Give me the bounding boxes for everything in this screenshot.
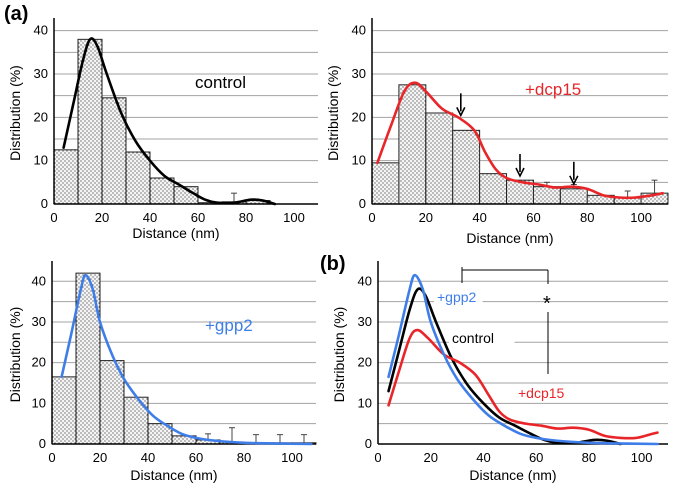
- x-tick-label: 80: [237, 450, 251, 465]
- x-tick-label: 80: [582, 450, 596, 465]
- x-axis-title: Distance (nm): [130, 467, 217, 483]
- fit-curve: [60, 273, 313, 446]
- x-tick-label: 40: [472, 210, 486, 225]
- y-tick-label: 20: [352, 109, 366, 124]
- panel-label-b: (b): [320, 253, 346, 275]
- x-tick-label: 0: [50, 210, 57, 225]
- x-tick-label: 100: [631, 450, 653, 465]
- y-axis-title: Distribution (%): [7, 307, 23, 403]
- x-axis-title: Distance (nm): [469, 467, 556, 483]
- histogram-bar: [452, 129, 481, 205]
- histogram-bar: [425, 112, 454, 205]
- x-tick-label: 0: [368, 210, 375, 225]
- x-tick-label: 60: [191, 210, 205, 225]
- y-tick-label: 40: [358, 273, 372, 288]
- x-tick-label: 100: [283, 210, 305, 225]
- series-label: +gpp2: [205, 316, 253, 335]
- x-tick-label: 0: [374, 450, 381, 465]
- series-label: +dcp15: [525, 80, 581, 99]
- histogram-bar: [559, 188, 588, 205]
- y-tick-label: 20: [32, 355, 46, 370]
- x-tick-label: 20: [95, 210, 109, 225]
- y-tick-label: 10: [352, 153, 366, 168]
- y-tick-label: 0: [359, 196, 366, 211]
- y-tick-label: 40: [34, 23, 48, 38]
- y-tick-label: 0: [365, 436, 372, 451]
- histogram-bar: [398, 84, 427, 205]
- significance-bracket: [461, 267, 549, 374]
- arrow-head: [515, 167, 525, 178]
- series-label-background: [449, 329, 515, 347]
- histogram-bar: [123, 396, 149, 445]
- chart-comparison: 0 10 20 30 40 0 20 40 60 80 100 Distance (nm) Distri…: [331, 261, 668, 483]
- y-tick-label: 20: [34, 109, 48, 124]
- x-tick-label: 80: [239, 210, 253, 225]
- y-tick-label: 0: [41, 196, 48, 211]
- x-tick-label: 60: [529, 450, 543, 465]
- y-tick-label: 30: [32, 314, 46, 329]
- histogram-bar: [125, 151, 151, 205]
- y-axis-title: Distribution (%): [7, 65, 23, 161]
- x-tick-label: 100: [630, 210, 652, 225]
- y-axis-title: Distribution (%): [331, 307, 347, 403]
- series-label: +dcp15: [518, 385, 565, 401]
- fit-curve: [376, 81, 664, 200]
- y-tick-label: 30: [34, 66, 48, 81]
- histogram-bar: [53, 149, 79, 205]
- x-axis-title: Distance (nm): [132, 225, 219, 241]
- y-tick-label: 10: [358, 395, 372, 410]
- x-tick-label: 20: [419, 210, 433, 225]
- y-tick-label: 40: [32, 273, 46, 288]
- y-axis-title: Distribution (%): [325, 65, 341, 161]
- y-tick-label: 30: [352, 66, 366, 81]
- series-label: +gpp2: [437, 289, 477, 305]
- panel-label-a: (a): [4, 3, 28, 25]
- series-line: [387, 287, 622, 446]
- series-label-background: [515, 384, 572, 402]
- y-tick-label: 20: [358, 355, 372, 370]
- chart-control: 0 10 20 30 40 0 20 40 60 80 100 Distance (nm) Distri…: [7, 18, 318, 241]
- x-tick-label: 60: [526, 210, 540, 225]
- x-tick-label: 100: [281, 450, 303, 465]
- x-tick-label: 20: [423, 450, 437, 465]
- y-tick-label: 40: [352, 23, 366, 38]
- x-tick-label: 80: [580, 210, 594, 225]
- y-tick-label: 30: [358, 314, 372, 329]
- chart-dcp15: 0 10 20 30 40 0 20 40 60 80 100 Distance (nm) Distri…: [325, 18, 669, 246]
- chart-gpp2: 0 10 20 30 40 0 20 40 60 80 100 Distance (nm) Distri…: [7, 261, 317, 483]
- histogram-bar: [77, 38, 103, 205]
- series-label: control: [195, 73, 246, 92]
- x-tick-label: 40: [143, 210, 157, 225]
- y-tick-label: 10: [34, 153, 48, 168]
- series-label-background: [434, 288, 483, 306]
- histogram-bar: [51, 376, 77, 445]
- significance-asterisk: *: [543, 293, 551, 315]
- x-tick-label: 40: [476, 450, 490, 465]
- y-tick-label: 10: [32, 395, 46, 410]
- series-label: control: [452, 330, 494, 346]
- histogram-bar: [532, 186, 561, 205]
- x-tick-label: 0: [48, 450, 55, 465]
- series-line: [387, 328, 659, 440]
- x-tick-label: 40: [141, 450, 155, 465]
- x-axis-title: Distance (nm): [466, 230, 553, 246]
- y-tick-label: 0: [39, 436, 46, 451]
- x-tick-label: 60: [189, 450, 203, 465]
- histogram-bar: [149, 177, 175, 205]
- arrow-head: [456, 106, 466, 118]
- fit-curve: [62, 37, 277, 206]
- series-line: [387, 273, 659, 446]
- arrow-head: [569, 175, 579, 186]
- x-tick-label: 20: [93, 450, 107, 465]
- histogram-bar: [371, 162, 400, 205]
- histogram-bar: [479, 173, 508, 205]
